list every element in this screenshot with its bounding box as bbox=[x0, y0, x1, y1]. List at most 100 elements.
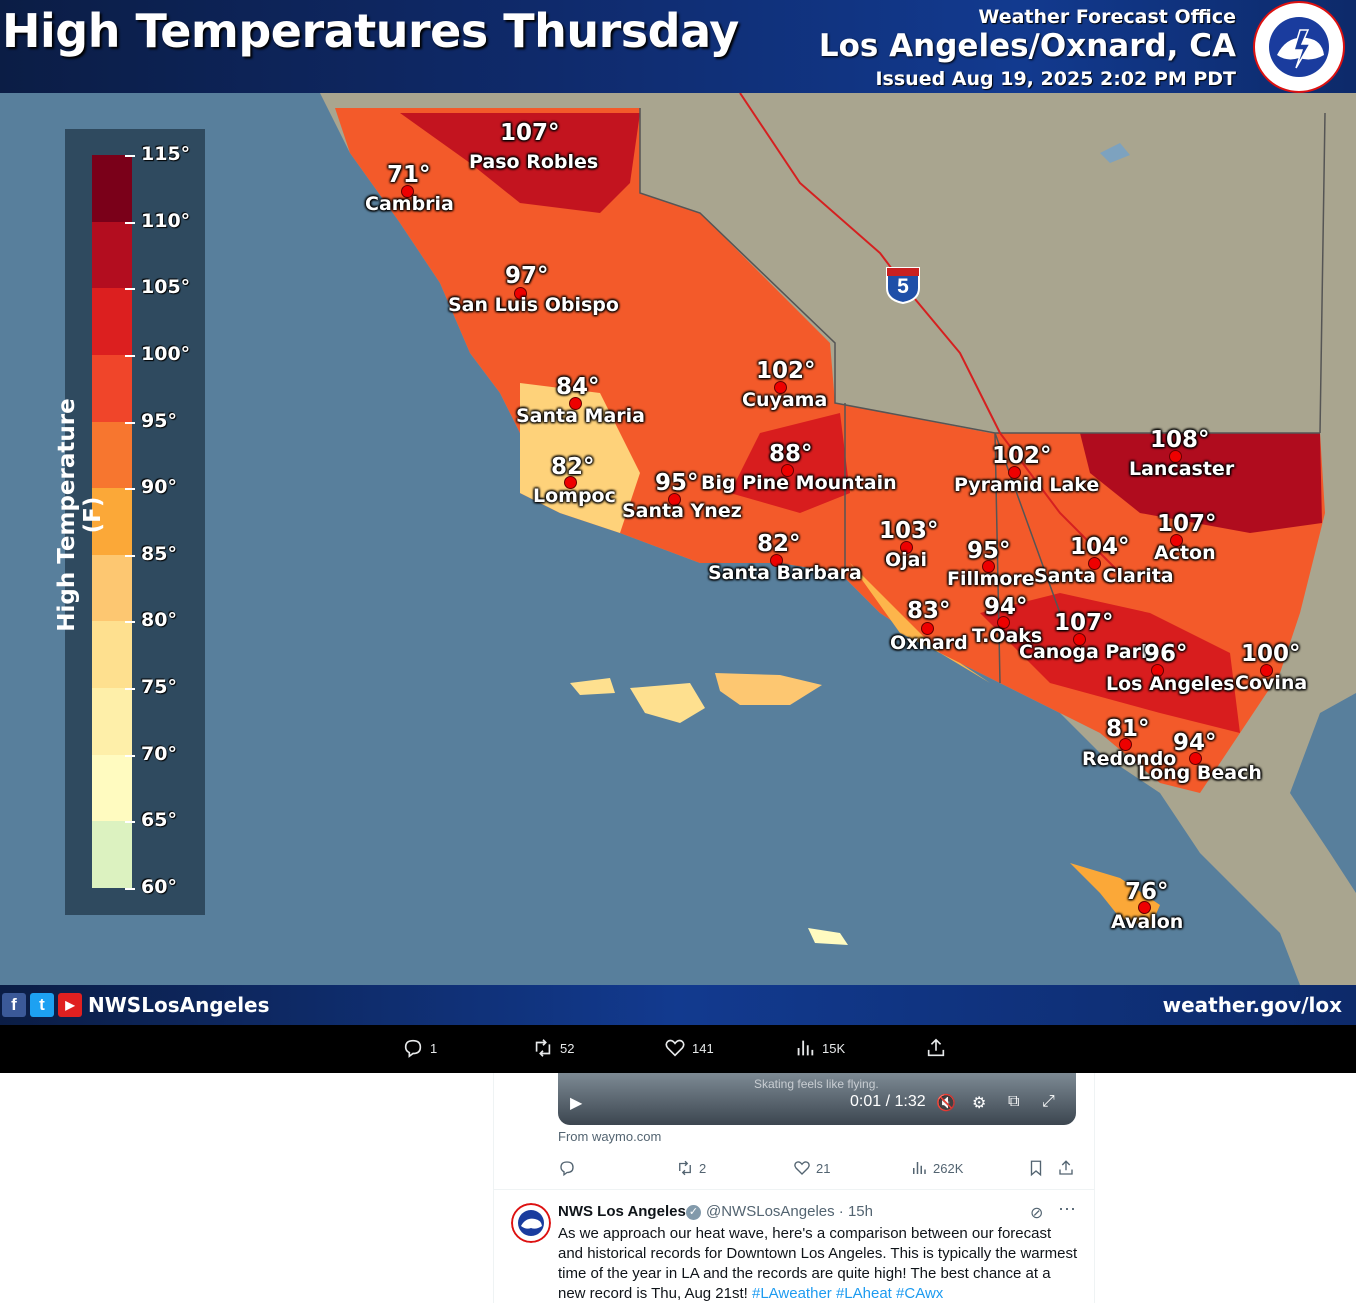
hashtag-link[interactable]: #LAweather bbox=[752, 1285, 832, 1302]
city-temp: 82° bbox=[551, 454, 595, 480]
graphic-header: High Temperatures Thursday Weather Forec… bbox=[0, 0, 1356, 93]
like-button[interactable]: 141 bbox=[664, 1037, 714, 1059]
like-count: 141 bbox=[692, 1040, 714, 1056]
city-name: Redondo bbox=[1082, 748, 1177, 770]
card-like-button[interactable]: 21 bbox=[793, 1159, 830, 1177]
city-temp: 82° bbox=[757, 531, 801, 557]
city-temp: 107° bbox=[1054, 610, 1114, 636]
city-name: Lompoc bbox=[533, 485, 616, 507]
hashtag-link[interactable]: #LAheat bbox=[835, 1285, 892, 1302]
heart-icon bbox=[665, 1039, 685, 1057]
city-temp: 103° bbox=[879, 518, 939, 544]
views-button[interactable]: 15K bbox=[794, 1037, 845, 1059]
pip-icon[interactable]: ⧉ bbox=[1008, 1093, 1020, 1110]
verified-badge-icon: ✓ bbox=[686, 1205, 701, 1220]
legend-color-segment bbox=[92, 354, 132, 423]
video-source[interactable]: From waymo.com bbox=[558, 1129, 662, 1144]
island-san-nicolas bbox=[808, 928, 848, 945]
share-button[interactable] bbox=[925, 1037, 947, 1059]
legend-color-segment bbox=[92, 421, 132, 489]
hashtag-link[interactable]: #CAwx bbox=[896, 1285, 944, 1302]
legend-tick-label: 105° bbox=[141, 276, 191, 299]
city-dot bbox=[1260, 664, 1273, 677]
legend-color-segment bbox=[92, 621, 132, 689]
island-catalina bbox=[1070, 863, 1160, 928]
island-san-miguel bbox=[570, 678, 615, 695]
mute-icon[interactable]: 🔇 bbox=[936, 1095, 956, 1112]
city-dot bbox=[1008, 466, 1021, 479]
repost-button[interactable]: 52 bbox=[532, 1037, 574, 1059]
bookmark-button[interactable] bbox=[1027, 1159, 1045, 1177]
city-name: Santa Clarita bbox=[1034, 565, 1174, 587]
nws-logo-icon bbox=[1253, 1, 1345, 93]
city-temp: 97° bbox=[505, 263, 549, 289]
cool-coast-strip bbox=[520, 383, 640, 533]
city-dot bbox=[1169, 450, 1182, 463]
legend-color-segment bbox=[92, 554, 132, 622]
city-dot bbox=[921, 622, 934, 635]
city-name: Santa Maria bbox=[516, 405, 645, 427]
legend-color-segment bbox=[92, 155, 132, 223]
more-options-icon[interactable]: ⋯ bbox=[1058, 1199, 1076, 1219]
heat-zone-ventura bbox=[730, 413, 850, 513]
city-temp: 83° bbox=[907, 598, 951, 624]
city-name: San Luis Obispo bbox=[448, 294, 619, 316]
city-name: Big Pine Mountain bbox=[701, 472, 897, 494]
graphic-footer: f t ▶ NWSLosAngeles weather.gov/lox bbox=[0, 985, 1356, 1025]
temperature-map bbox=[320, 93, 1356, 985]
views-icon bbox=[913, 1162, 926, 1174]
author-handle-time[interactable]: @NWSLosAngeles · 15h bbox=[706, 1203, 873, 1220]
graphic-title: High Temperatures Thursday bbox=[2, 4, 739, 58]
temperature-legend: 115° 110° 105° 100° 95° 90° 85° 80° 75° 70° 65° 60°… bbox=[54, 129, 205, 915]
office-label: Weather Forecast Office bbox=[978, 6, 1236, 28]
legend-tick bbox=[125, 421, 135, 424]
city-dot bbox=[564, 476, 577, 489]
play-icon[interactable]: ▶ bbox=[570, 1095, 583, 1112]
city-temp: 88° bbox=[769, 441, 813, 467]
city-name: Cambria bbox=[365, 193, 454, 215]
city-dot bbox=[900, 541, 913, 554]
card-share-button[interactable] bbox=[1057, 1159, 1075, 1177]
legend-tick bbox=[125, 155, 135, 157]
video-player[interactable]: Skating feels like flying. ▶ 0:01 / 1:32… bbox=[558, 1073, 1076, 1125]
city-temp: 104° bbox=[1070, 534, 1130, 560]
city-name: Santa Barbara bbox=[708, 562, 862, 584]
author-name[interactable]: NWS Los Angeles bbox=[558, 1203, 686, 1220]
city-dot bbox=[770, 554, 783, 567]
heat-zone-lancaster bbox=[1080, 433, 1322, 533]
forecast-graphic[interactable]: High Temperatures Thursday Weather Forec… bbox=[0, 0, 1356, 1025]
city-dot bbox=[668, 493, 681, 506]
video-time: 0:01 / 1:32 bbox=[850, 1093, 926, 1110]
twitter-icon: t bbox=[30, 993, 54, 1017]
island-santa-rosa bbox=[630, 683, 705, 723]
city-dot bbox=[997, 616, 1010, 629]
grok-icon[interactable]: ⊘ bbox=[1030, 1205, 1044, 1222]
settings-icon[interactable]: ⚙ bbox=[972, 1095, 987, 1112]
card-views-button[interactable]: 262K bbox=[910, 1159, 963, 1177]
city-name: Cuyama bbox=[742, 389, 828, 411]
legend-tick bbox=[125, 888, 135, 890]
card-like-count: 21 bbox=[816, 1160, 831, 1176]
city-temp: 107° bbox=[500, 120, 560, 146]
city-name: Fillmore bbox=[947, 568, 1035, 590]
legend-color-segment bbox=[92, 688, 132, 756]
city-temp: 102° bbox=[992, 443, 1052, 469]
legend-tick-label: 95° bbox=[141, 409, 177, 432]
footer-handle: NWSLosAngeles bbox=[88, 993, 270, 1017]
legend-tick-label: 60° bbox=[141, 876, 177, 898]
city-temp: 95° bbox=[967, 538, 1011, 564]
lake bbox=[1100, 143, 1130, 163]
legend-tick bbox=[125, 554, 135, 557]
city-dot bbox=[1088, 557, 1101, 570]
city-temp: 102° bbox=[756, 358, 816, 384]
tweet-action-bar: 1 52 141 15K bbox=[0, 1025, 1356, 1073]
reply-button[interactable]: 1 bbox=[402, 1037, 437, 1059]
share-icon bbox=[1059, 1160, 1073, 1175]
interstate-number: 5 bbox=[897, 275, 909, 298]
city-dot bbox=[401, 185, 414, 198]
card-repost-button[interactable]: 2 bbox=[676, 1159, 706, 1177]
legend-tick-label: 90° bbox=[141, 476, 177, 499]
fullscreen-icon[interactable]: ⤢ bbox=[1042, 1093, 1055, 1110]
card-reply-button[interactable] bbox=[558, 1159, 576, 1177]
avatar[interactable] bbox=[511, 1203, 551, 1243]
